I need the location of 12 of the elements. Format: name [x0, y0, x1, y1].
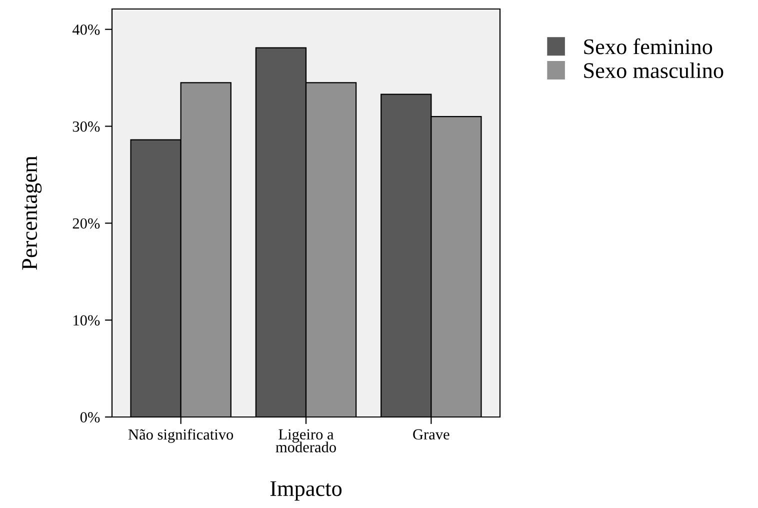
- legend-label: Sexo masculino: [584, 62, 724, 78]
- x-axis-title: Impacto: [270, 481, 342, 501]
- y-tick-label: 20%: [72, 218, 100, 229]
- y-tick-label: 0%: [80, 412, 100, 422]
- legend-label: Sexo feminino: [584, 38, 712, 54]
- x-tick-label: Grave: [413, 429, 450, 440]
- y-tick-label: 10%: [74, 315, 100, 326]
- x-tick-label: Ligeiro a moderado: [276, 429, 336, 452]
- y-axis-title: Percentagem: [22, 156, 42, 270]
- x-tick-label: Não significativo: [128, 428, 234, 443]
- y-tick-label: 30%: [72, 121, 100, 132]
- y-tick-label: 40%: [72, 24, 100, 35]
